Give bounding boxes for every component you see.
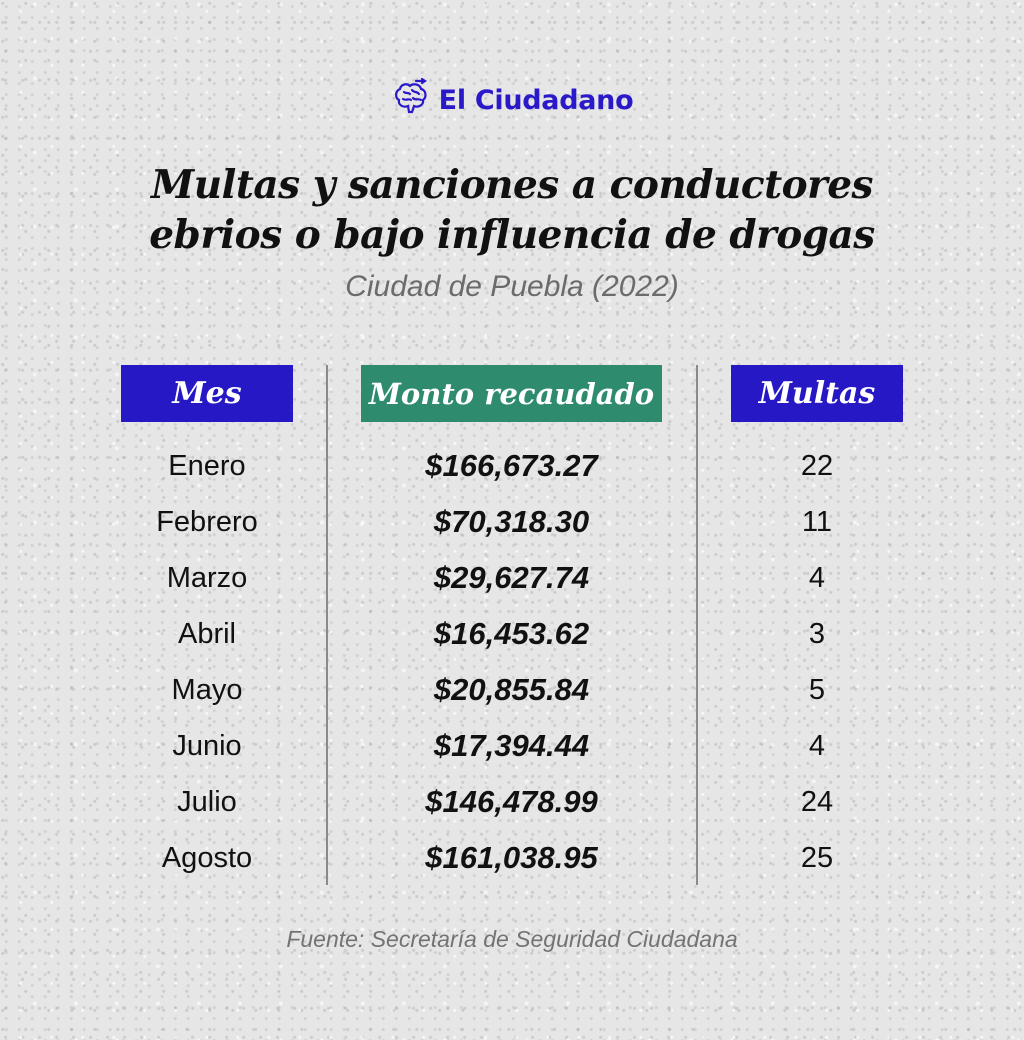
header-monto: Monto recaudado (361, 365, 662, 422)
table-row: Julio $146,478.99 24 (0, 774, 1024, 830)
cell-multas: 25 (800, 842, 834, 874)
cell-multas: 4 (808, 730, 826, 762)
cell-mes: Febrero (156, 506, 258, 538)
cell-monto: $161,038.95 (425, 840, 598, 875)
brand-logo: El Ciudadano (0, 77, 1024, 123)
chart-subtitle: Ciudad de Puebla (2022) (345, 270, 679, 303)
cell-multas: 4 (808, 562, 826, 594)
table-row: Marzo $29,627.74 4 (0, 550, 1024, 606)
column-divider-left (326, 365, 328, 885)
chart-title: Multas y sanciones a conductores ebrios … (0, 160, 1024, 260)
cell-mes: Abril (177, 618, 236, 650)
table-body: Enero $166,673.27 22 Febrero $70,318.30 11 Mar… (0, 438, 1024, 886)
column-divider-right (696, 365, 698, 885)
cell-mes: Mayo (171, 674, 243, 706)
cell-mes: Enero (168, 450, 246, 482)
cell-mes: Marzo (166, 562, 248, 594)
header-mes: Mes (121, 365, 293, 422)
cell-monto: $20,855.84 (433, 672, 590, 707)
cell-mes: Julio (177, 786, 237, 818)
header-multas: Multas (731, 365, 903, 422)
table-row: Febrero $70,318.30 11 (0, 494, 1024, 550)
cell-monto: $29,627.74 (433, 560, 590, 595)
table-row: Mayo $20,855.84 5 (0, 662, 1024, 718)
table-row: Enero $166,673.27 22 (0, 438, 1024, 494)
brand-name: El Ciudadano (438, 85, 634, 116)
brain-icon (391, 77, 431, 123)
cell-monto: $16,453.62 (433, 616, 590, 651)
source-note: Fuente: Secretaría de Seguridad Ciudadan… (286, 926, 738, 952)
cell-mes: Junio (172, 730, 242, 762)
cell-monto: $146,478.99 (425, 784, 598, 819)
cell-monto: $166,673.27 (425, 448, 598, 483)
cell-monto: $70,318.30 (433, 504, 590, 539)
table-row: Agosto $161,038.95 25 (0, 830, 1024, 886)
cell-multas: 3 (808, 618, 826, 650)
cell-multas: 24 (800, 786, 834, 818)
table-row: Abril $16,453.62 3 (0, 606, 1024, 662)
cell-multas: 11 (801, 506, 833, 538)
cell-multas: 5 (808, 674, 826, 706)
title-line-1: Multas y sanciones a conductores (151, 162, 873, 208)
table-row: Junio $17,394.44 4 (0, 718, 1024, 774)
title-line-2: ebrios o bajo influencia de drogas (149, 212, 875, 258)
cell-monto: $17,394.44 (433, 728, 590, 763)
cell-mes: Agosto (161, 842, 253, 874)
cell-multas: 22 (800, 450, 834, 482)
